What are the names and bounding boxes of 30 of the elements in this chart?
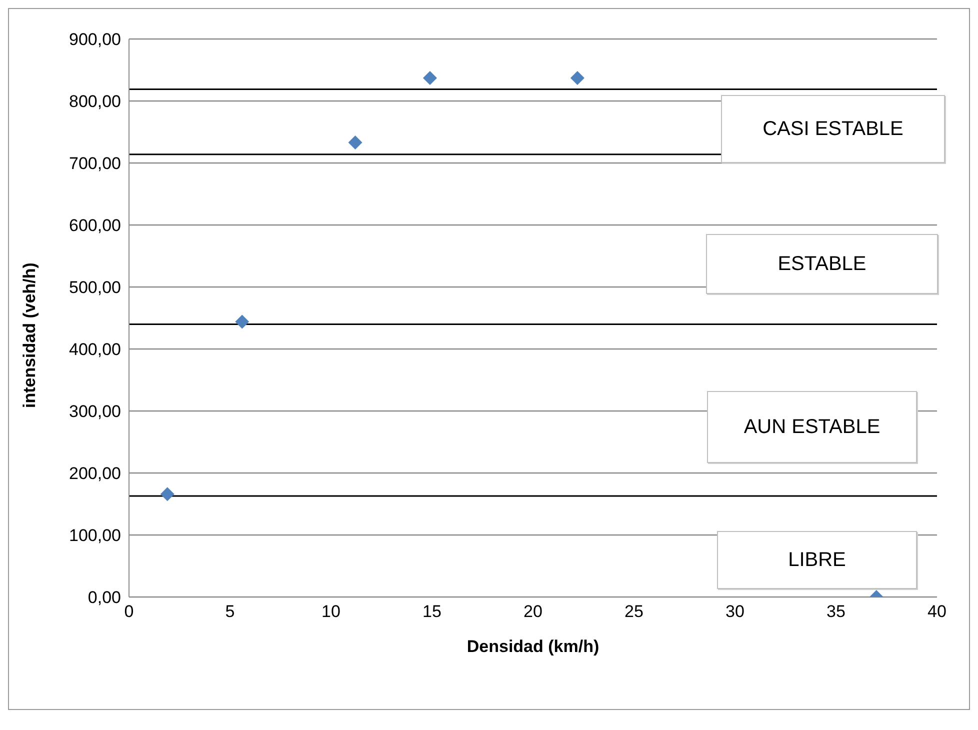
text-box: CASI ESTABLE	[721, 95, 945, 163]
point	[570, 71, 584, 86]
y-tick-label: 500,00	[69, 278, 121, 298]
text-box: ESTABLE	[706, 234, 938, 294]
x-tick-label: 30	[726, 602, 744, 622]
y-tick-label: 100,00	[69, 526, 121, 546]
x-tick-label: 15	[422, 602, 442, 622]
y-tick-label: 700,00	[69, 154, 121, 174]
y-tick-label: 800,00	[69, 92, 121, 112]
point	[235, 314, 250, 329]
y-tick-label: 300,00	[69, 402, 121, 422]
text-box: AUN ESTABLE	[707, 391, 917, 463]
x-tick-label: 5	[225, 602, 235, 622]
y-tick-label: 400,00	[69, 340, 121, 360]
x-axis-title: Densidad (km/h)	[466, 637, 600, 656]
x-tick-label: 40	[928, 602, 946, 622]
y-tick-label: 200,00	[69, 464, 121, 484]
x-tick-label: 0	[124, 602, 134, 622]
y-tick-label: 0,00	[88, 588, 121, 608]
x-tick-label: 20	[524, 602, 542, 622]
x-tick-label: 25	[624, 602, 644, 622]
text-box: LIBRE	[717, 531, 917, 589]
y-tick-label: 600,00	[69, 216, 121, 236]
x-tick-label: 35	[826, 602, 846, 622]
y-tick-label: 900,00	[69, 30, 121, 50]
point	[422, 71, 437, 86]
x-tick-label: 10	[322, 602, 340, 622]
point	[160, 487, 174, 502]
y-axis-title: intensidad (veh/h)	[20, 262, 40, 408]
point	[348, 136, 362, 150]
